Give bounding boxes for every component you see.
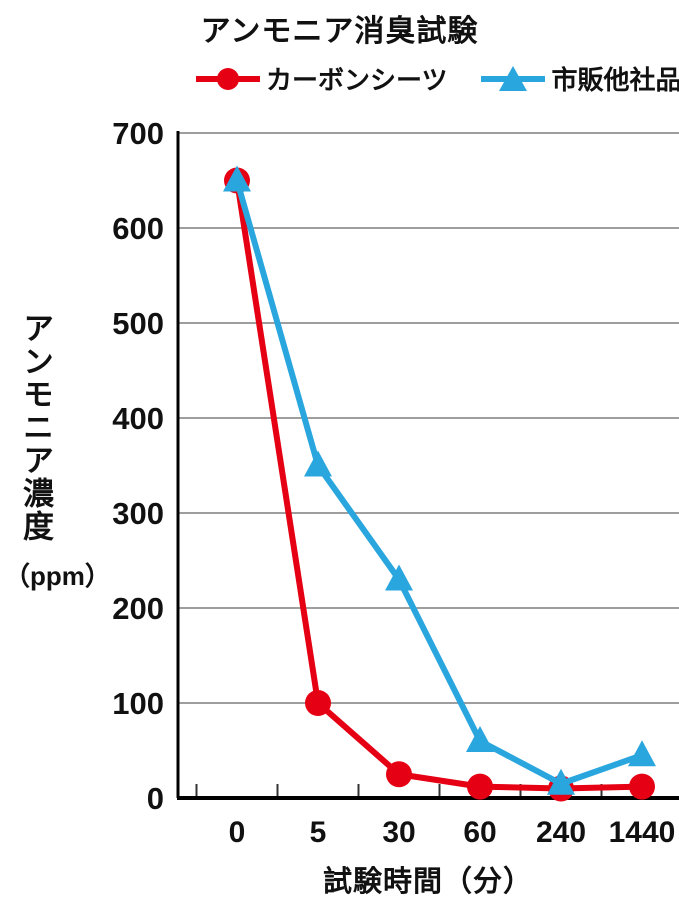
svg-text:200: 200: [112, 591, 164, 626]
legend-label-competitor: 市販他社品: [551, 65, 679, 95]
svg-text:0: 0: [229, 816, 246, 849]
svg-text:5: 5: [310, 816, 327, 849]
chart-title: アンモニア消臭試験: [200, 15, 479, 48]
legend-item-competitor: 市販他社品: [481, 60, 679, 97]
legend-label-carbon-sheet: カーボンシーツ: [266, 65, 448, 95]
svg-text:600: 600: [112, 211, 164, 246]
svg-text:700: 700: [112, 116, 164, 151]
svg-text:1440: 1440: [609, 816, 676, 849]
chart-legend: カーボンシーツ 市販他社品: [196, 60, 679, 97]
svg-text:500: 500: [112, 306, 164, 341]
svg-text:400: 400: [112, 401, 164, 436]
svg-text:30: 30: [382, 816, 415, 849]
legend-item-carbon-sheet: カーボンシーツ: [196, 60, 447, 97]
svg-text:240: 240: [536, 816, 586, 849]
y-axis-label: アンモニア濃度: [18, 312, 53, 543]
x-axis-label: 試験時間（分）: [322, 866, 534, 898]
svg-text:0: 0: [147, 781, 164, 816]
red-line-circle-marker-icon: [196, 67, 260, 90]
svg-text:60: 60: [463, 816, 496, 849]
y-axis-unit-label: （ppm）: [4, 561, 111, 591]
blue-line-triangle-marker-icon: [481, 65, 546, 91]
svg-text:100: 100: [112, 686, 164, 721]
svg-text:300: 300: [112, 496, 164, 531]
